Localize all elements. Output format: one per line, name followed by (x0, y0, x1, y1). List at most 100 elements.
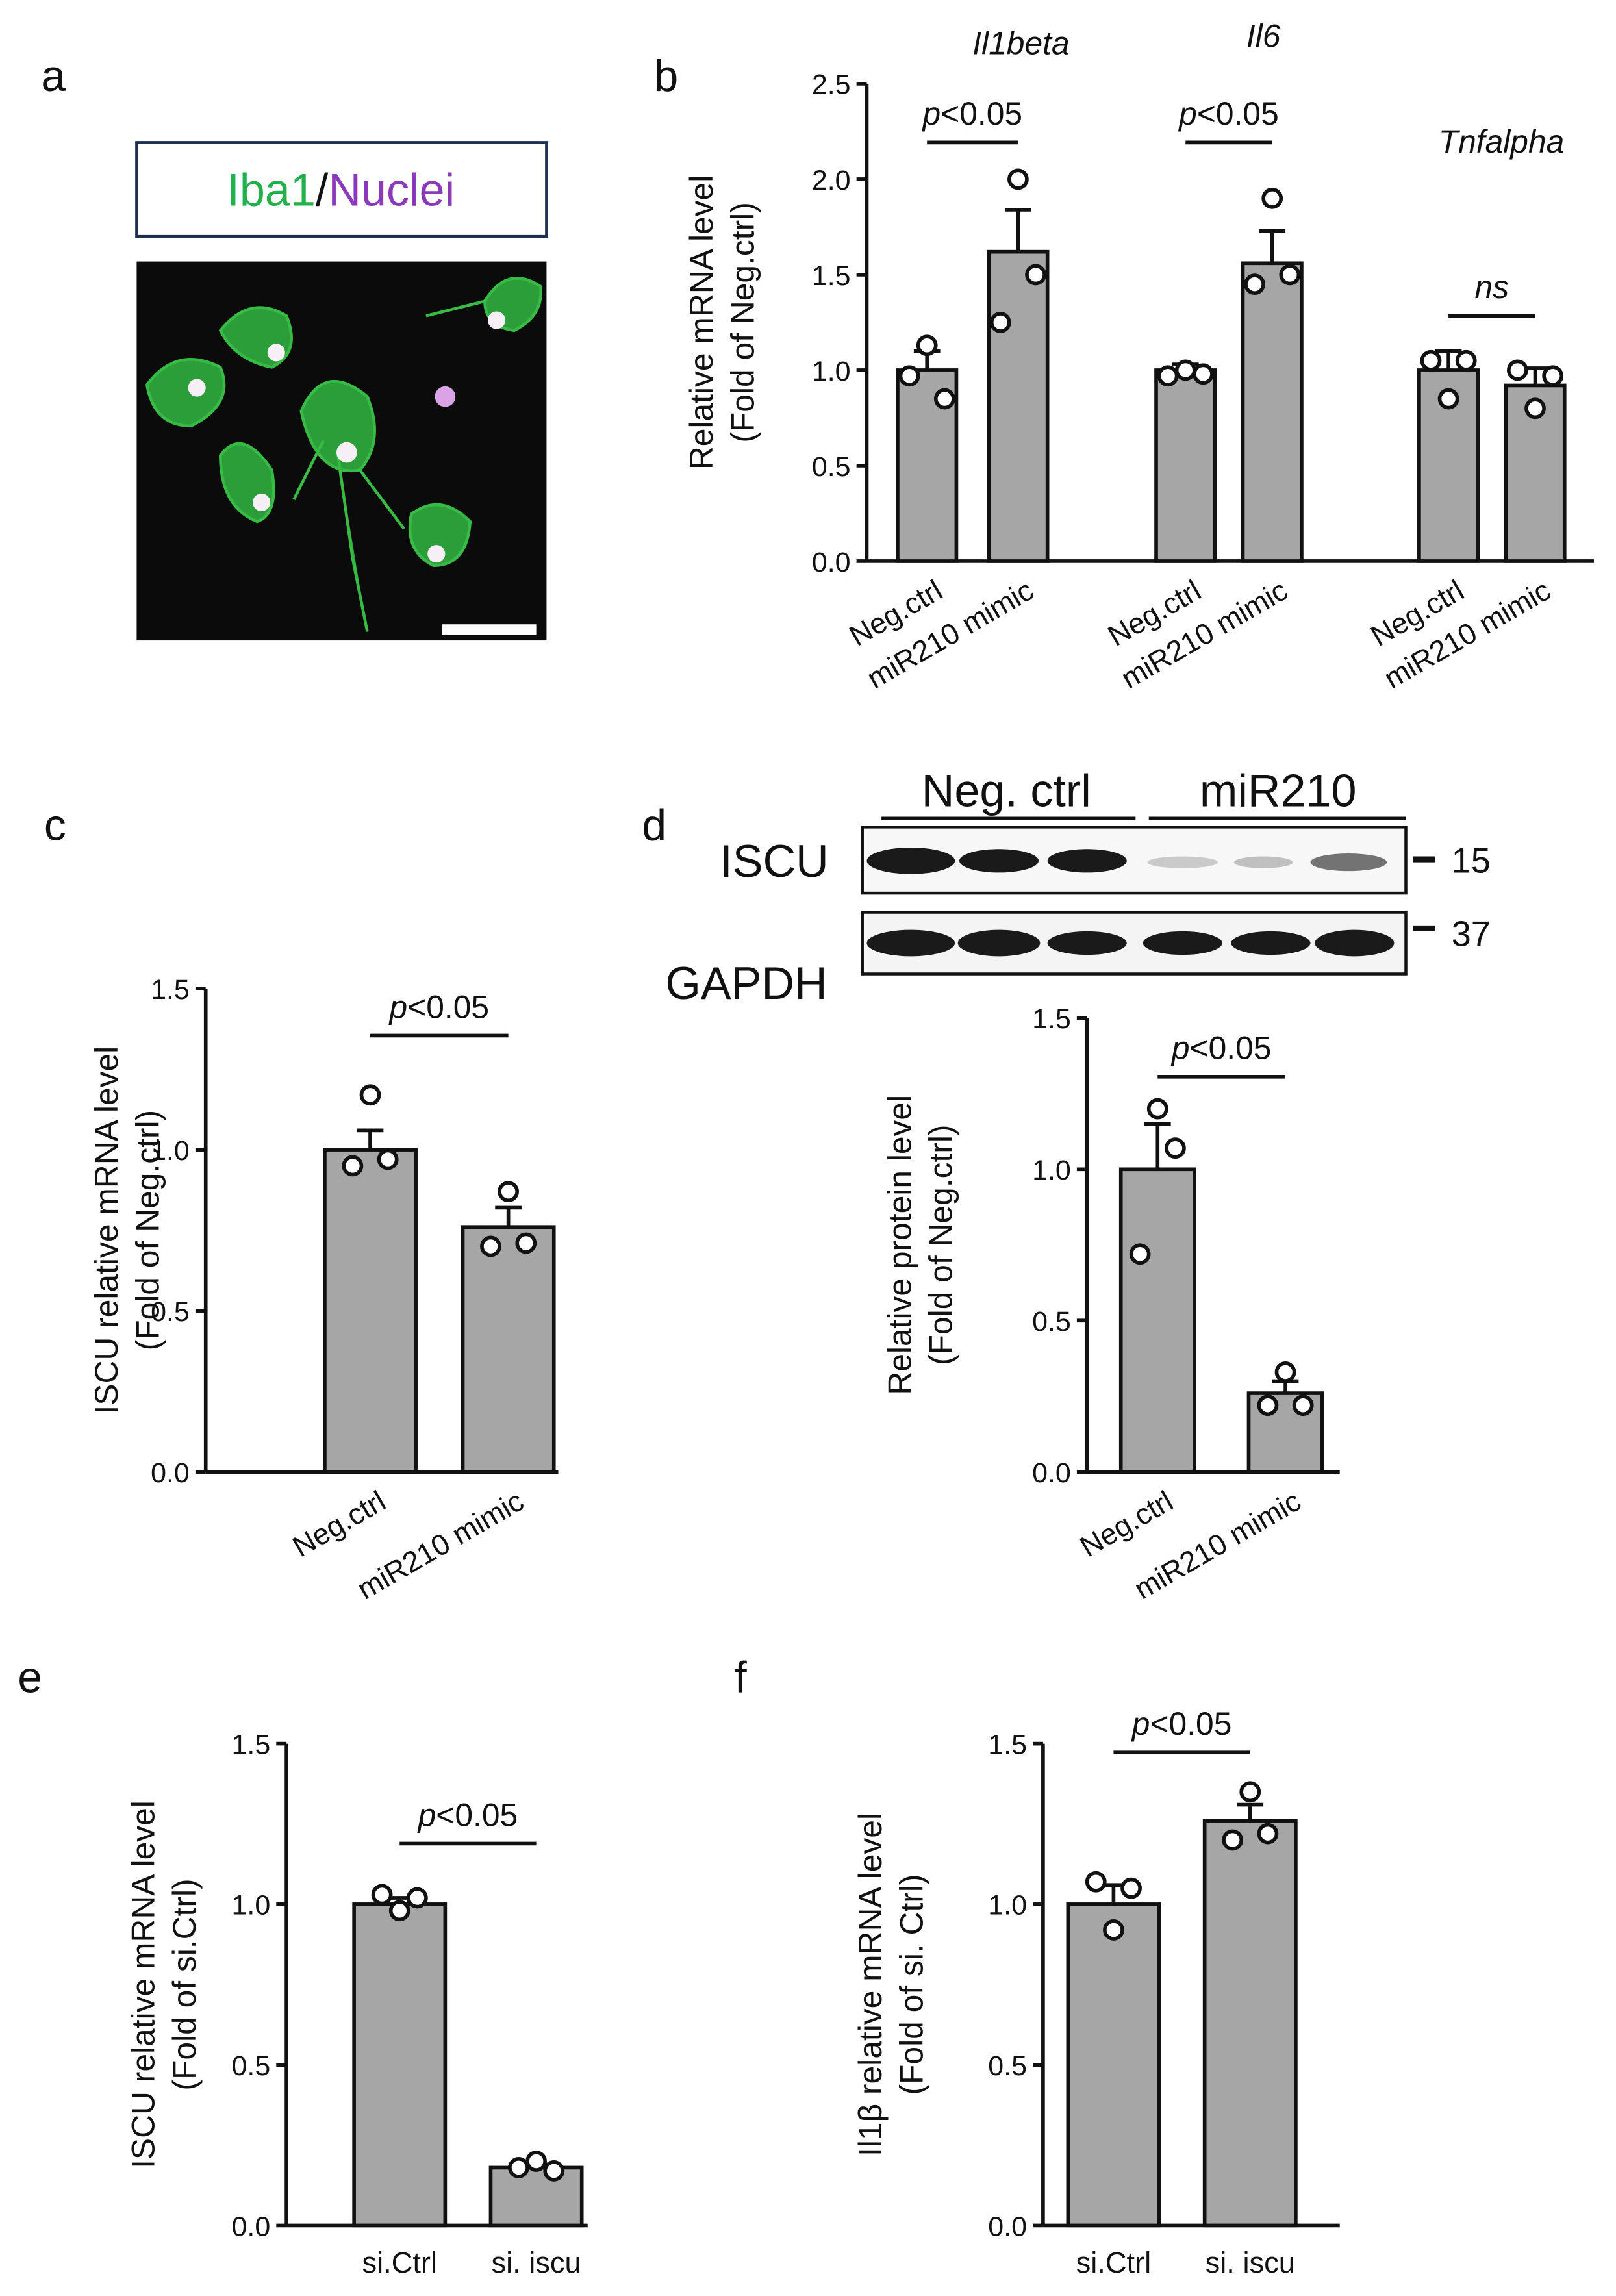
data-point (1165, 1137, 1186, 1159)
bar (1118, 1167, 1196, 1474)
data-point (388, 1900, 410, 1922)
data-point (1146, 1098, 1168, 1120)
bar (1066, 1902, 1161, 2228)
x-tick-label: si.Ctrl (1076, 2246, 1152, 2279)
data-point (498, 1181, 520, 1203)
y-tick-label: 2.5 (812, 69, 851, 101)
bar (461, 1225, 556, 1474)
legend-box (135, 141, 548, 238)
data-point (1085, 1871, 1107, 1893)
y-tick-label: 0.0 (812, 547, 851, 578)
data-point (1506, 359, 1528, 381)
y-axis-label: (Fold of si. Ctrl) (893, 1874, 929, 2095)
x-tick-label: Neg.ctrl (287, 1484, 391, 1563)
data-point (1120, 1877, 1142, 1899)
blot-row-label: GAPDH (665, 958, 827, 1009)
data-point (377, 1148, 399, 1170)
bar (987, 249, 1050, 563)
y-tick-label: 1.5 (812, 260, 851, 292)
bar (352, 1902, 448, 2228)
y-tick-label: 1.0 (231, 1890, 270, 1921)
y-axis-label: Il1β relative mRNA level (852, 1813, 889, 2156)
mw-marker: 15 (1452, 840, 1491, 880)
separator: / (316, 165, 329, 216)
blot-row-label: ISCU (720, 836, 829, 887)
significance-label: p<0.05 (1170, 1030, 1272, 1066)
y-tick-label: 0.0 (988, 2211, 1027, 2242)
data-point (1420, 349, 1442, 372)
y-tick-label: 2.0 (812, 165, 851, 196)
data-point (480, 1235, 501, 1257)
data-point (1007, 168, 1029, 190)
data-point (1222, 1829, 1244, 1851)
data-point (1524, 397, 1546, 420)
significance-label: p<0.05 (922, 95, 1023, 132)
panel-label: c (44, 801, 66, 850)
y-tick-label: 0.0 (1032, 1457, 1071, 1489)
bar (323, 1148, 418, 1474)
data-point (342, 1155, 364, 1177)
x-tick-label: Neg.ctrl (1074, 1484, 1178, 1563)
data-point (989, 312, 1011, 333)
y-tick-label: 0.5 (1032, 1306, 1071, 1337)
group-name: Tnfalpha (1439, 123, 1565, 160)
data-point (1261, 187, 1283, 209)
y-axis-label: (Fold of si.Ctrl) (166, 1878, 203, 2090)
data-point (1257, 1823, 1279, 1845)
y-axis-label: Relative mRNA level (683, 175, 720, 470)
data-point (359, 1084, 381, 1106)
data-point (898, 365, 920, 387)
x-tick-label: si. iscu (491, 2246, 581, 2279)
panel-label: f (735, 1653, 747, 1702)
y-axis-label: ISCU relative mRNA level (125, 1800, 162, 2169)
data-point (1157, 365, 1179, 387)
data-point (1025, 264, 1046, 286)
y-tick-label: 1.5 (1032, 1003, 1071, 1035)
data-point (1279, 264, 1301, 286)
data-point (933, 388, 955, 410)
y-tick-label: 0.5 (151, 1296, 190, 1328)
mw-marker: 37 (1452, 915, 1491, 954)
y-tick-label: 0.0 (151, 1457, 190, 1489)
y-tick-label: 1.5 (231, 1729, 270, 1760)
y-axis-label: (Fold of Neg.ctrl) (923, 1125, 959, 1365)
data-point (543, 2160, 565, 2182)
data-point (406, 1887, 428, 1909)
bar (1202, 1819, 1298, 2228)
y-tick-label: 1.5 (988, 1729, 1027, 1760)
y-tick-label: 1.0 (1032, 1155, 1071, 1186)
data-point (1437, 388, 1459, 410)
data-point (1239, 1781, 1261, 1803)
data-point (508, 2157, 529, 2178)
x-tick-label: si.Ctrl (362, 2246, 437, 2279)
panel-label: d (642, 801, 666, 850)
significance-label: p<0.05 (1131, 1706, 1232, 1742)
data-point (371, 1884, 393, 1906)
data-point (1174, 359, 1196, 381)
x-tick-label: si. iscu (1206, 2246, 1295, 2279)
data-point (1244, 273, 1265, 296)
y-tick-label: 1.0 (151, 1135, 190, 1167)
y-tick-label: 1.0 (988, 1890, 1027, 1921)
bar (1154, 368, 1217, 563)
data-point (1292, 1394, 1314, 1417)
blot-group-label: miR210 (1200, 766, 1357, 816)
bar (488, 2165, 584, 2228)
group-name: Il6 (1246, 18, 1281, 54)
data-point (1542, 365, 1564, 387)
y-tick-label: 1.5 (151, 974, 190, 1005)
y-tick-label: 0.5 (812, 451, 851, 483)
panel-label: b (654, 52, 679, 101)
data-point (1103, 1919, 1124, 1941)
micrograph (136, 261, 547, 641)
y-axis-label: Relative protein level (881, 1095, 918, 1395)
counterstain: Nuclei (328, 165, 455, 216)
y-axis-label: (Fold of Neg.ctrl) (724, 202, 761, 442)
stain: Iba1 (227, 165, 315, 216)
data-point (515, 1232, 537, 1254)
significance-label: ns (1475, 269, 1509, 305)
y-tick-label: 0.5 (231, 2050, 270, 2082)
y-tick-label: 0.0 (231, 2211, 270, 2242)
panel-label: e (18, 1653, 42, 1702)
